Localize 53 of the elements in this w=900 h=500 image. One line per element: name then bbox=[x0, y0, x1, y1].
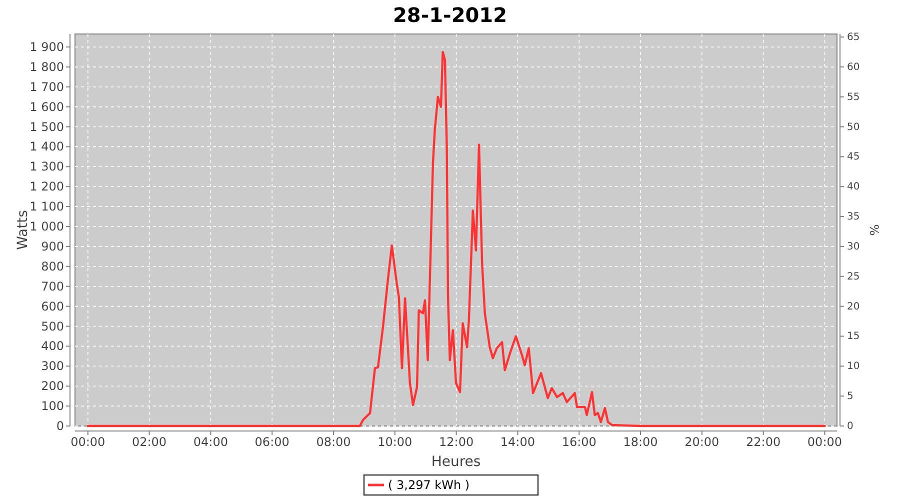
x-tick-label: 10:00 bbox=[378, 435, 412, 449]
x-tick-label: 04:00 bbox=[193, 435, 228, 449]
y2-tick-label: 25 bbox=[847, 271, 860, 282]
y2-tick-label: 50 bbox=[847, 122, 860, 133]
y-tick-label: 1 800 bbox=[30, 60, 64, 74]
y-tick-label: 800 bbox=[41, 259, 64, 274]
y-tick-label: 1 900 bbox=[30, 40, 64, 54]
y2-tick-label: 55 bbox=[847, 92, 860, 103]
y2-tick-label: 30 bbox=[847, 241, 860, 252]
y2-tick-label: 35 bbox=[847, 212, 860, 223]
y-tick-label: 500 bbox=[41, 319, 64, 334]
y-tick-label: 200 bbox=[41, 379, 64, 394]
y-tick-label: 1 500 bbox=[30, 120, 64, 134]
y-tick-label: 1 600 bbox=[30, 100, 64, 114]
y2-tick-label: 65 bbox=[847, 32, 860, 43]
y-tick-label: 300 bbox=[41, 359, 64, 374]
x-tick-label: 20:00 bbox=[684, 435, 720, 449]
y-tick-label: 900 bbox=[41, 239, 64, 254]
y-tick-label: 1 300 bbox=[30, 160, 64, 174]
y2-tick-label: 20 bbox=[847, 301, 860, 312]
y-tick-label: 1 400 bbox=[30, 140, 64, 154]
line-series bbox=[86, 50, 826, 428]
y2-tick-label: 45 bbox=[847, 152, 860, 163]
y-tick-label: 0 bbox=[56, 419, 64, 433]
chart-title: 28-1-2012 bbox=[392, 3, 508, 27]
y-tick-label: 700 bbox=[41, 279, 64, 294]
x-tick-label: 06:00 bbox=[254, 435, 290, 449]
legend-label: ( 3,297 kWh ) bbox=[388, 478, 470, 492]
x-tick-label: 12:00 bbox=[439, 435, 474, 449]
y-tick-label: 1 000 bbox=[30, 220, 64, 234]
x-tick-label: 08:00 bbox=[316, 435, 351, 449]
x-tick-label: 02:00 bbox=[132, 435, 167, 449]
x-tick-label: 22:00 bbox=[746, 435, 781, 449]
y2-tick-label: 60 bbox=[847, 62, 860, 73]
x-tick-label: 00:00 bbox=[70, 435, 106, 449]
y2-tick-label: 10 bbox=[847, 361, 860, 372]
y-tick-label: 400 bbox=[41, 339, 64, 354]
y-axis-title: Watts bbox=[15, 210, 31, 250]
x-tick-label: 18:00 bbox=[623, 435, 658, 449]
y-tick-label: 1 200 bbox=[30, 180, 64, 194]
x-tick-label: 16:00 bbox=[562, 435, 596, 449]
y-tick-label: 100 bbox=[41, 399, 64, 414]
y2-tick-label: 0 bbox=[847, 421, 854, 432]
y-tick-label: 1 100 bbox=[30, 200, 64, 214]
y-tick-label: 1 700 bbox=[30, 80, 64, 94]
y2-axis-title: % bbox=[867, 224, 881, 236]
y2-tick-label: 15 bbox=[847, 331, 860, 342]
y2-tick-label: 40 bbox=[847, 182, 860, 193]
x-axis-title: Heures bbox=[431, 454, 481, 470]
x-tick-label: 00:00 bbox=[807, 435, 842, 449]
y-tick-label: 600 bbox=[41, 299, 64, 314]
x-tick-label: 14:00 bbox=[500, 435, 536, 449]
y2-tick-label: 5 bbox=[847, 391, 854, 402]
